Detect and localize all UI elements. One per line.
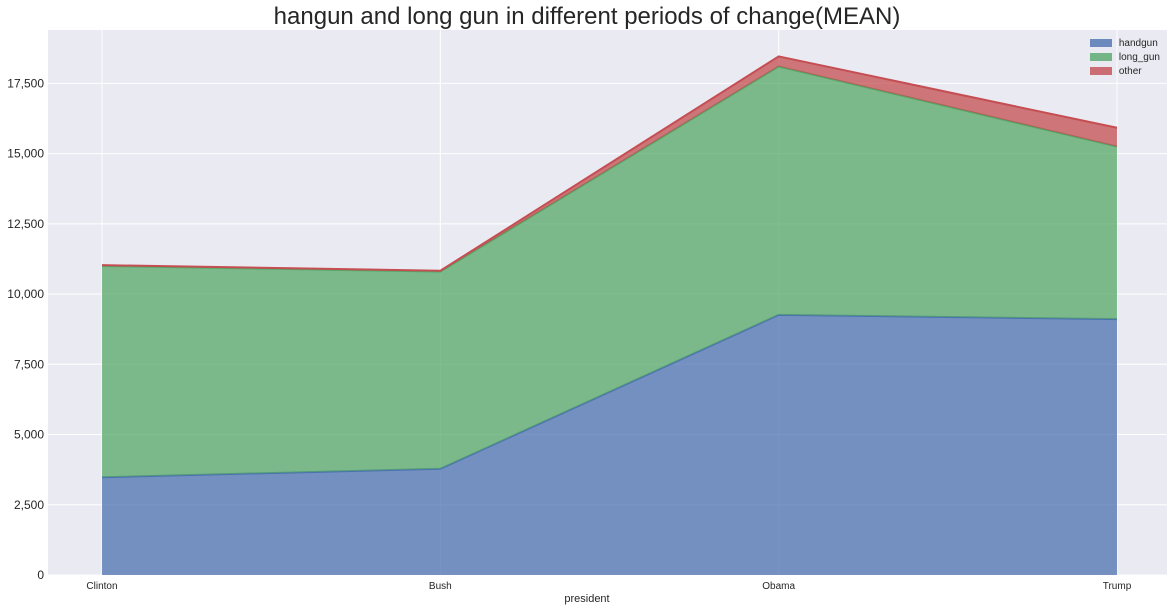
x-tick-label: Clinton — [86, 581, 117, 592]
x-tick-label: Trump — [1103, 581, 1132, 592]
legend-item-handgun: handgun — [1089, 36, 1160, 50]
x-tick-labels: Clinton Bush Obama Trump — [86, 581, 1131, 592]
x-axis-label: president — [564, 593, 610, 605]
y-tick-labels: 0 2,500 5,000 7,500 10,000 12,500 15,000 17,500 — [7, 76, 44, 582]
y-tick-label: 5,000 — [14, 428, 44, 442]
y-tick-label: 17,500 — [7, 76, 44, 90]
line-other — [101, 55, 1118, 272]
legend-swatch — [1089, 39, 1112, 47]
legend-swatch — [1089, 67, 1112, 75]
legend-item-other: other — [1089, 64, 1160, 78]
legend-label: long_gun — [1118, 51, 1160, 63]
area-handgun — [102, 314, 1117, 575]
y-tick-label: 0 — [37, 568, 44, 582]
y-tick-label: 7,500 — [14, 357, 44, 371]
y-tick-label: 15,000 — [7, 147, 44, 161]
y-tick-label: 10,000 — [7, 287, 44, 301]
y-tick-label: 2,500 — [14, 498, 44, 512]
area-long-gun — [102, 66, 1117, 478]
legend-item-long-gun: long_gun — [1089, 50, 1160, 64]
legend-swatch — [1089, 53, 1112, 61]
legend-label: other — [1118, 65, 1142, 77]
legend-label: handgun — [1118, 37, 1158, 49]
y-tick-label: 12,500 — [7, 217, 44, 231]
area-series — [101, 55, 1118, 575]
x-tick-label: Obama — [762, 581, 795, 592]
chart-title: hangun and long gun in different periods… — [273, 3, 901, 30]
x-tick-label: Bush — [429, 581, 452, 592]
